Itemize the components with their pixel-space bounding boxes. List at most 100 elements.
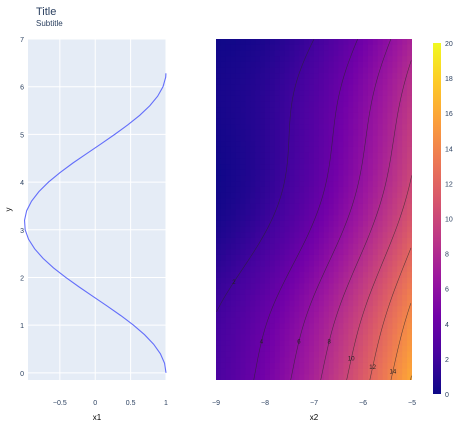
- heatmap-cell: [343, 272, 349, 279]
- heatmap-cell: [240, 203, 246, 211]
- heatmap-cell: [304, 158, 310, 165]
- heatmap-cell: [274, 368, 281, 375]
- heatmap-cell: [348, 90, 354, 97]
- heatmap-cell: [230, 243, 237, 250]
- heatmap-cell: [358, 146, 364, 154]
- heatmap-cell: [343, 306, 349, 313]
- heatmap-cell: [220, 345, 227, 353]
- heatmap-cell: [382, 135, 389, 142]
- heatmap-cell: [407, 362, 412, 370]
- heatmap-cell: [363, 260, 369, 267]
- heatmap-cell: [289, 192, 295, 199]
- heatmap-cell: [309, 169, 315, 176]
- heatmap-cell: [220, 112, 227, 120]
- heatmap-cell: [318, 118, 325, 125]
- heatmap-cell: [314, 260, 320, 267]
- heatmap-cell: [392, 84, 398, 91]
- heatmap-cell: [225, 158, 232, 165]
- heatmap-cell: [348, 220, 354, 228]
- heatmap-cell: [314, 289, 320, 296]
- heatmap-cell: [289, 124, 295, 131]
- heatmap-cell: [260, 340, 266, 347]
- heatmap-cell: [333, 277, 340, 284]
- heatmap-cell: [289, 129, 295, 137]
- heatmap-cell: [367, 323, 374, 330]
- heatmap-cell: [372, 220, 379, 228]
- heatmap-cell: [260, 215, 266, 222]
- heatmap-cell: [328, 232, 335, 239]
- heatmap-cell: [304, 118, 310, 125]
- heatmap-cell: [309, 44, 315, 51]
- heatmap-cell: [265, 95, 271, 103]
- heatmap-cell: [377, 158, 384, 165]
- heatmap-cell: [358, 215, 364, 222]
- heatmap-cell: [407, 357, 412, 364]
- heatmap-cell: [402, 84, 408, 91]
- heatmap-cell: [333, 243, 340, 250]
- heatmap-cell: [397, 61, 403, 69]
- heatmap-cell: [353, 243, 359, 250]
- contour-line: [290, 39, 392, 380]
- heatmap-cell: [318, 95, 325, 103]
- heatmap-cell: [358, 232, 364, 239]
- heatmap-cell: [323, 232, 330, 239]
- heatmap-cell: [260, 39, 266, 46]
- heatmap-cell: [279, 107, 286, 114]
- heatmap-cell: [235, 328, 242, 336]
- heatmap-cell: [304, 129, 310, 137]
- heatmap-cell: [407, 164, 412, 171]
- heatmap-cell: [294, 203, 300, 211]
- heatmap-cell: [304, 90, 310, 97]
- heatmap-cell: [289, 277, 295, 284]
- heatmap-cell: [382, 300, 389, 307]
- heatmap-cell: [274, 107, 281, 114]
- heatmap-cell: [382, 368, 389, 375]
- heatmap-cell: [382, 362, 389, 370]
- heatmap-cell: [235, 175, 242, 182]
- heatmap-cell: [284, 44, 291, 51]
- heatmap-cell: [382, 164, 389, 171]
- heatmap-cell: [260, 84, 266, 91]
- heatmap-cell: [377, 124, 384, 131]
- heatmap-cell: [279, 203, 286, 211]
- heatmap-cell: [372, 50, 379, 57]
- heatmap-cell: [230, 186, 237, 194]
- heatmap-cell: [367, 112, 374, 120]
- heatmap-cell: [260, 254, 266, 262]
- heatmap-cell: [220, 50, 227, 57]
- heatmap-cell: [358, 186, 364, 194]
- heatmap-cell: [343, 334, 349, 341]
- heatmap-cell: [265, 50, 271, 57]
- heatmap-cell: [343, 158, 349, 165]
- heatmap-cell: [304, 169, 310, 176]
- y-tick-label: 6: [20, 85, 24, 92]
- heatmap-cell: [314, 328, 320, 336]
- heatmap-cell: [299, 232, 305, 239]
- heatmap-cell: [392, 90, 398, 97]
- heatmap-cell: [274, 345, 281, 353]
- heatmap-cell: [304, 249, 310, 256]
- heatmap-cell: [309, 67, 315, 74]
- heatmap-cell: [260, 345, 266, 353]
- heatmap-cell: [323, 44, 330, 51]
- heatmap-cell: [314, 277, 320, 284]
- heatmap-cell: [323, 169, 330, 176]
- heatmap-cell: [220, 300, 227, 307]
- heatmap-cell: [348, 249, 354, 256]
- heatmap-cell: [377, 198, 384, 205]
- heatmap-cell: [318, 129, 325, 137]
- heatmap-cell: [235, 368, 242, 375]
- heatmap-cell: [367, 107, 374, 114]
- colorbar-gradient: [433, 43, 441, 394]
- heatmap-cell: [348, 306, 354, 313]
- heatmap-cell: [294, 50, 300, 57]
- heatmap-cell: [387, 215, 393, 222]
- heatmap-cell: [284, 95, 291, 103]
- heatmap-cell: [328, 84, 335, 91]
- heatmap-cell: [269, 362, 276, 370]
- heatmap-cell: [255, 175, 261, 182]
- heatmap-cell: [299, 198, 305, 205]
- heatmap-cell: [255, 220, 261, 228]
- heatmap-cell: [260, 249, 266, 256]
- heatmap-cell: [216, 158, 222, 165]
